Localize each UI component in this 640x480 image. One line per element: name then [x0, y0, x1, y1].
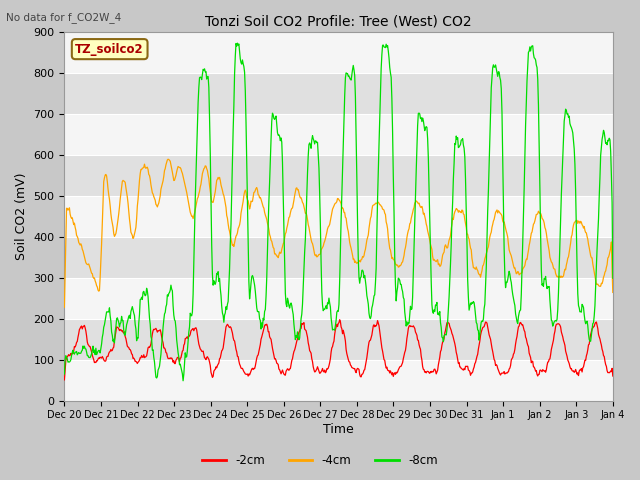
Text: No data for f_CO2W_4: No data for f_CO2W_4 — [6, 12, 122, 23]
Bar — [65, 155, 613, 196]
Bar — [65, 237, 613, 277]
Bar — [65, 114, 613, 155]
Bar — [65, 319, 613, 360]
Text: TZ_soilco2: TZ_soilco2 — [76, 43, 144, 56]
Legend: -2cm, -4cm, -8cm: -2cm, -4cm, -8cm — [198, 449, 442, 472]
Bar — [65, 277, 613, 319]
Title: Tonzi Soil CO2 Profile: Tree (West) CO2: Tonzi Soil CO2 Profile: Tree (West) CO2 — [205, 15, 472, 29]
X-axis label: Time: Time — [323, 423, 354, 436]
Bar — [65, 0, 613, 32]
Bar — [65, 196, 613, 237]
Bar — [65, 360, 613, 401]
Bar — [65, 72, 613, 114]
Bar — [65, 32, 613, 72]
Y-axis label: Soil CO2 (mV): Soil CO2 (mV) — [15, 172, 28, 260]
